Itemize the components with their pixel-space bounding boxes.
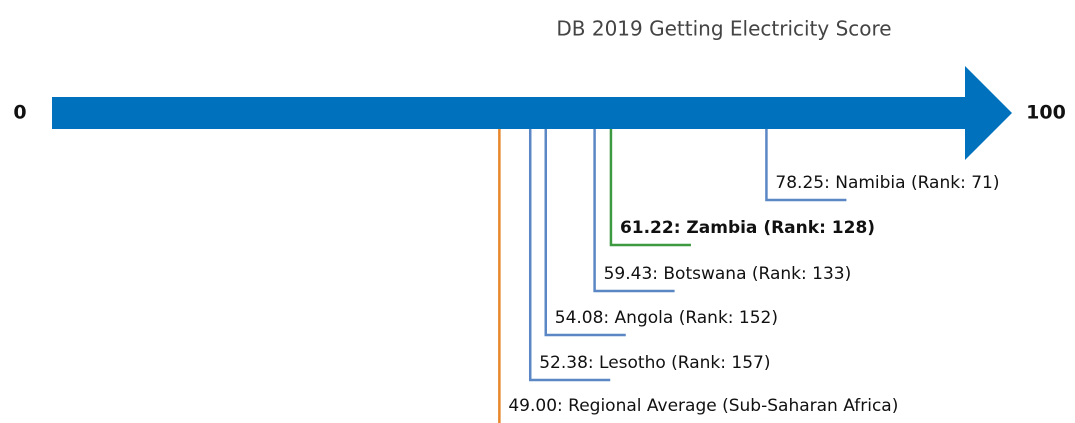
x-tick-label: 100 — [1026, 102, 1066, 124]
marker-label: 61.22: Zambia (Rank: 128) — [620, 218, 875, 238]
x-tick-label: 0 — [13, 102, 26, 124]
marker-leader — [765, 129, 847, 202]
axis-arrow-head — [965, 66, 1012, 160]
marker-leader — [609, 129, 691, 247]
marker-leader — [544, 129, 626, 337]
marker-label: 78.25: Namibia (Rank: 71) — [775, 173, 999, 193]
marker-label: 54.08: Angola (Rank: 152) — [555, 308, 778, 328]
marker-leader — [593, 129, 675, 293]
marker-leader — [528, 129, 611, 382]
chart-title: DB 2019 Getting Electricity Score — [556, 17, 891, 41]
marker-label: 59.43: Botswana (Rank: 133) — [604, 264, 852, 284]
axis-arrow-shaft — [52, 97, 965, 129]
marker-label: 49.00: Regional Average (Sub-Saharan Afr… — [508, 396, 898, 416]
marker-label: 52.38: Lesotho (Rank: 157) — [539, 353, 770, 373]
